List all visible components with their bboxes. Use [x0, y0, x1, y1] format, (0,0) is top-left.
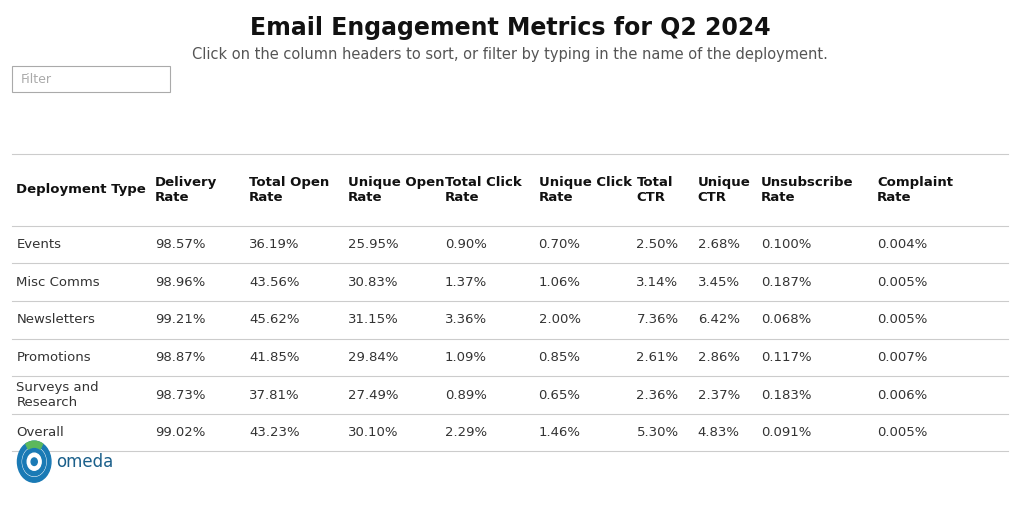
Text: 27.49%: 27.49%	[347, 388, 398, 402]
Text: Total Open
Rate: Total Open Rate	[249, 176, 329, 204]
Circle shape	[22, 448, 46, 476]
Text: 29.84%: 29.84%	[347, 351, 397, 364]
Text: 3.36%: 3.36%	[444, 313, 486, 326]
Text: 1.37%: 1.37%	[444, 275, 486, 289]
Text: Complaint
Rate: Complaint Rate	[876, 176, 953, 204]
Text: Filter: Filter	[20, 72, 51, 86]
Text: 45.62%: 45.62%	[249, 313, 300, 326]
Text: 43.23%: 43.23%	[249, 426, 300, 439]
Text: Overall: Overall	[16, 426, 64, 439]
Text: 0.100%: 0.100%	[760, 238, 810, 251]
Text: omeda: omeda	[56, 452, 113, 471]
Text: 0.183%: 0.183%	[760, 388, 811, 402]
Circle shape	[17, 441, 51, 482]
Circle shape	[22, 447, 46, 476]
Text: Email Engagement Metrics for Q2 2024: Email Engagement Metrics for Q2 2024	[250, 16, 769, 40]
Text: Events: Events	[16, 238, 61, 251]
Text: Unique Click
Rate: Unique Click Rate	[538, 176, 631, 204]
Text: 0.068%: 0.068%	[760, 313, 810, 326]
Text: Total
CTR: Total CTR	[636, 176, 673, 204]
Text: 0.005%: 0.005%	[876, 313, 926, 326]
Text: 98.73%: 98.73%	[155, 388, 206, 402]
Text: 7.36%: 7.36%	[636, 313, 678, 326]
Text: 2.36%: 2.36%	[636, 388, 678, 402]
Text: 98.87%: 98.87%	[155, 351, 205, 364]
Text: Unique
CTR: Unique CTR	[697, 176, 750, 204]
Text: 2.37%: 2.37%	[697, 388, 739, 402]
Text: 30.10%: 30.10%	[347, 426, 398, 439]
Text: 0.091%: 0.091%	[760, 426, 810, 439]
Text: 2.50%: 2.50%	[636, 238, 678, 251]
Text: 0.005%: 0.005%	[876, 275, 926, 289]
Text: 2.68%: 2.68%	[697, 238, 739, 251]
Text: 37.81%: 37.81%	[249, 388, 300, 402]
Text: 4.83%: 4.83%	[697, 426, 739, 439]
Text: 0.007%: 0.007%	[876, 351, 926, 364]
Text: 25.95%: 25.95%	[347, 238, 398, 251]
Text: 0.89%: 0.89%	[444, 388, 486, 402]
Text: 1.06%: 1.06%	[538, 275, 580, 289]
Text: 1.46%: 1.46%	[538, 426, 580, 439]
Text: 99.21%: 99.21%	[155, 313, 206, 326]
Text: Unsubscribe
Rate: Unsubscribe Rate	[760, 176, 853, 204]
Text: 0.70%: 0.70%	[538, 238, 580, 251]
Text: 2.29%: 2.29%	[444, 426, 486, 439]
Text: 99.02%: 99.02%	[155, 426, 205, 439]
Text: 3.14%: 3.14%	[636, 275, 678, 289]
Text: 2.86%: 2.86%	[697, 351, 739, 364]
Text: 98.96%: 98.96%	[155, 275, 205, 289]
Text: 2.00%: 2.00%	[538, 313, 580, 326]
Circle shape	[32, 458, 38, 465]
Text: Delivery
Rate: Delivery Rate	[155, 176, 217, 204]
Text: 0.65%: 0.65%	[538, 388, 580, 402]
Text: 43.56%: 43.56%	[249, 275, 300, 289]
Text: Misc Comms: Misc Comms	[16, 275, 100, 289]
Text: 1.09%: 1.09%	[444, 351, 486, 364]
Text: 3.45%: 3.45%	[697, 275, 739, 289]
Text: 0.90%: 0.90%	[444, 238, 486, 251]
Text: 31.15%: 31.15%	[347, 313, 398, 326]
Text: Deployment Type: Deployment Type	[16, 183, 146, 196]
Circle shape	[28, 453, 41, 470]
Text: 6.42%: 6.42%	[697, 313, 739, 326]
Text: 0.187%: 0.187%	[760, 275, 811, 289]
Text: Newsletters: Newsletters	[16, 313, 95, 326]
Text: 5.30%: 5.30%	[636, 426, 678, 439]
Text: 0.005%: 0.005%	[876, 426, 926, 439]
Text: 36.19%: 36.19%	[249, 238, 300, 251]
Text: Total Click
Rate: Total Click Rate	[444, 176, 521, 204]
Text: Promotions: Promotions	[16, 351, 91, 364]
Text: 41.85%: 41.85%	[249, 351, 300, 364]
Text: 0.85%: 0.85%	[538, 351, 580, 364]
Text: 98.57%: 98.57%	[155, 238, 206, 251]
Text: Click on the column headers to sort, or filter by typing in the name of the depl: Click on the column headers to sort, or …	[192, 47, 827, 63]
Text: 0.004%: 0.004%	[876, 238, 926, 251]
Text: 30.83%: 30.83%	[347, 275, 398, 289]
Text: 0.117%: 0.117%	[760, 351, 811, 364]
Wedge shape	[25, 441, 43, 449]
Text: 0.006%: 0.006%	[876, 388, 926, 402]
Text: Unique Open
Rate: Unique Open Rate	[347, 176, 444, 204]
Text: 2.61%: 2.61%	[636, 351, 678, 364]
Text: Surveys and
Research: Surveys and Research	[16, 381, 99, 409]
FancyBboxPatch shape	[12, 66, 170, 92]
